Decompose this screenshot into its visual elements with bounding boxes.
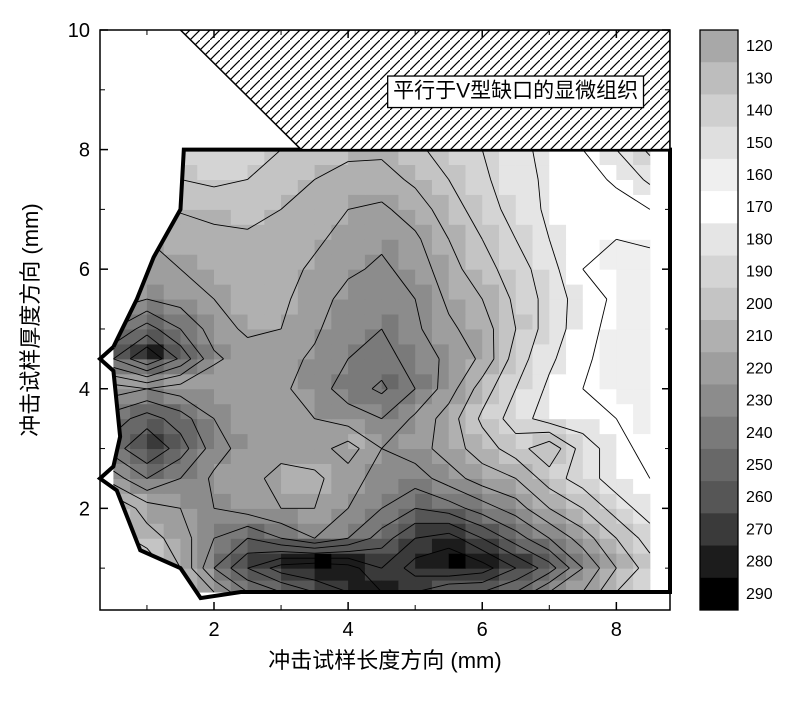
- colorbar-swatch: [700, 352, 738, 385]
- colorbar-swatch: [700, 449, 738, 482]
- y-tick-label: 6: [79, 259, 90, 281]
- colorbar-swatch: [700, 546, 738, 579]
- colorbar-label: 280: [746, 554, 773, 571]
- colorbar-swatch: [700, 417, 738, 450]
- colorbar-label: 270: [746, 521, 773, 538]
- colorbar-label: 210: [746, 328, 773, 345]
- colorbar-label: 230: [746, 393, 773, 410]
- colorbar-label: 250: [746, 457, 773, 474]
- colorbar-label: 170: [746, 199, 773, 216]
- colorbar-swatch: [700, 62, 738, 95]
- colorbar-swatch: [700, 578, 738, 611]
- colorbar-swatch: [700, 30, 738, 63]
- colorbar-swatch: [700, 256, 738, 289]
- colorbar-label: 290: [746, 586, 773, 603]
- colorbar-swatch: [700, 513, 738, 546]
- colorbar-swatch: [700, 94, 738, 127]
- contour-chart: 平行于V型缺口的显微组织 2 4 6 8 2 4 6 8 10 冲击试样长度方向 (mm) 冲击试样厚…: [0, 0, 810, 704]
- colorbar-label: 160: [746, 167, 773, 184]
- contour-fill: [113, 150, 650, 593]
- colorbar-label: 130: [746, 70, 773, 87]
- hatched-region-label: 平行于V型缺口的显微组织: [393, 79, 638, 102]
- colorbar-label: 220: [746, 360, 773, 377]
- colorbar-label: 180: [746, 231, 773, 248]
- y-tick-label: 2: [79, 498, 90, 520]
- colorbar-label: 120: [746, 38, 773, 55]
- x-tick-label: 8: [611, 619, 622, 641]
- colorbar-label: 190: [746, 264, 773, 281]
- y-tick-label: 8: [79, 140, 90, 162]
- x-tick-label: 4: [343, 619, 354, 641]
- x-tick-label: 2: [208, 619, 219, 641]
- colorbar-swatch: [700, 159, 738, 192]
- colorbar-swatch: [700, 223, 738, 256]
- colorbar-swatch: [700, 191, 738, 224]
- x-tick-label: 6: [477, 619, 488, 641]
- colorbar-label: 150: [746, 135, 773, 152]
- x-axis-label: 冲击试样长度方向 (mm): [268, 648, 501, 673]
- y-axis-label: 冲击试样厚度方向 (mm): [18, 203, 43, 436]
- colorbar-swatch: [700, 288, 738, 321]
- y-tick-label: 10: [68, 20, 90, 42]
- y-tick-label: 4: [79, 379, 90, 401]
- colorbar-label: 260: [746, 489, 773, 506]
- colorbar-label: 200: [746, 296, 773, 313]
- colorbar-swatch: [700, 481, 738, 514]
- colorbar-label: 140: [746, 103, 773, 120]
- colorbar-swatch: [700, 384, 738, 417]
- colorbar-swatch: [700, 320, 738, 353]
- colorbar-swatch: [700, 127, 738, 160]
- colorbar-label: 240: [746, 425, 773, 442]
